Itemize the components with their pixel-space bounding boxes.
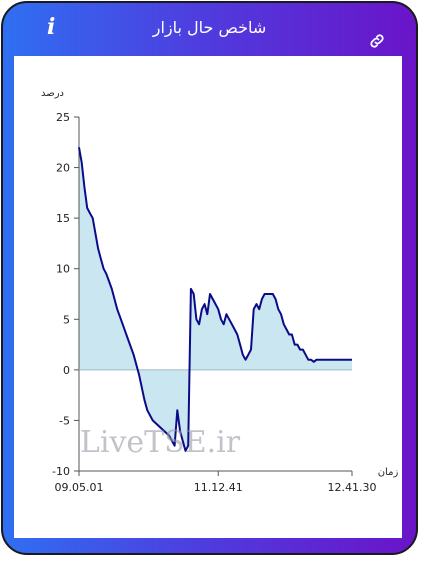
series-area — [79, 147, 352, 451]
y-tick-label: -5 — [59, 414, 70, 427]
market-index-chart: LiveTSE.ir درصد زمان 25 20 15 10 5 0 -5 -10 09.… — [41, 88, 399, 494]
y-tick-label: 5 — [63, 313, 70, 326]
info-icon[interactable]: i — [47, 14, 56, 40]
y-axis-label: درصد — [41, 88, 64, 99]
y-tick-label: -10 — [52, 465, 70, 478]
x-tick-label: 11.12.41 — [194, 481, 243, 494]
widget-header: i شاخص حال بازار — [3, 3, 416, 55]
y-tick-label: 0 — [63, 364, 70, 377]
widget-frame: i شاخص حال بازار LiveTSE.ir درصد زمان 25… — [1, 1, 418, 555]
widget-title: شاخص حال بازار — [152, 18, 267, 37]
x-tick-label: 09.05.01 — [55, 481, 104, 494]
chart-card: LiveTSE.ir درصد زمان 25 20 15 10 5 0 -5 -10 09.… — [14, 56, 402, 538]
y-tick-label: 20 — [56, 162, 70, 175]
series-line — [78, 147, 352, 452]
x-tick-label: 12.41.30 — [328, 481, 377, 494]
y-tick-label: 25 — [56, 111, 70, 124]
y-tick-label: 10 — [56, 263, 70, 276]
x-axis-label: زمان — [378, 467, 399, 478]
link-icon[interactable] — [368, 32, 386, 50]
watermark-text: LiveTSE.ir — [80, 425, 241, 460]
y-tick-label: 15 — [56, 212, 70, 225]
